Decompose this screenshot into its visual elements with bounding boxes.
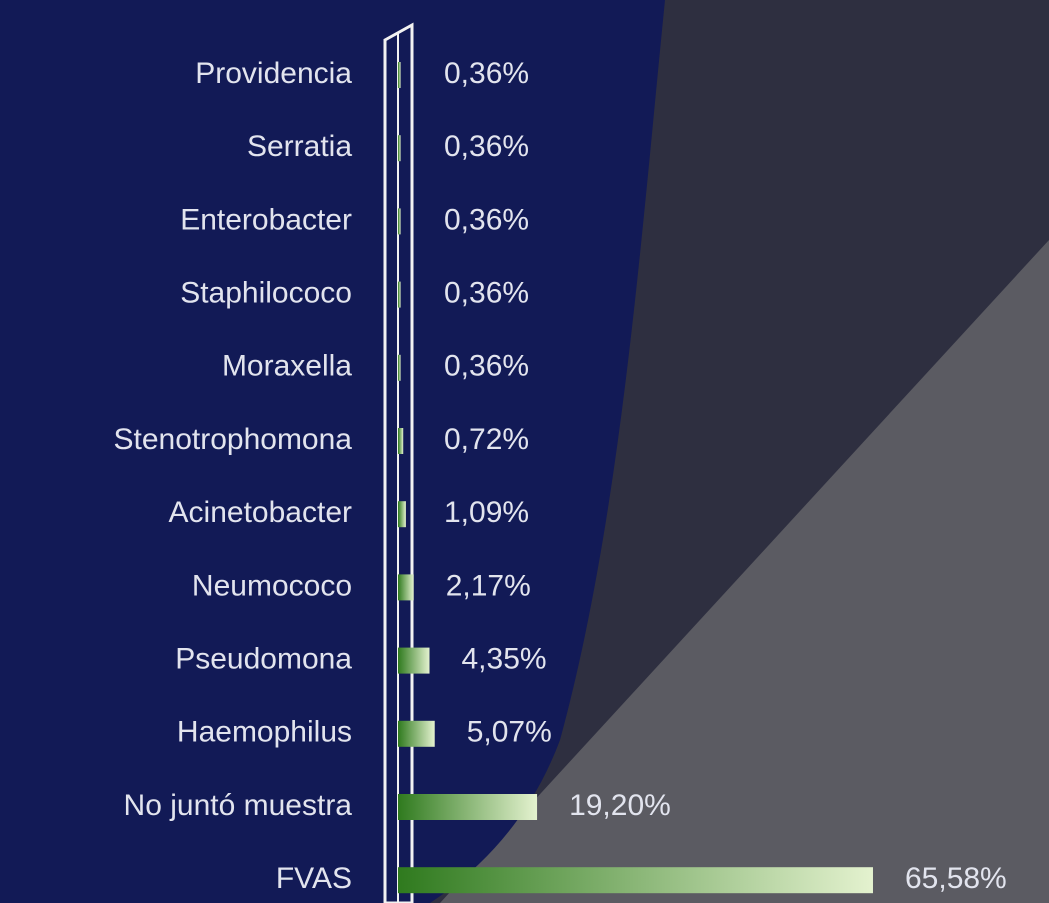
- bar: [398, 647, 430, 674]
- value-label: 65,58%: [905, 862, 1007, 895]
- value-label: 0,72%: [444, 423, 529, 456]
- bar: [398, 867, 873, 894]
- category-label: Enterobacter: [180, 203, 352, 236]
- category-label: Acinetobacter: [169, 496, 352, 529]
- axis-frame: [383, 22, 414, 903]
- bar: [398, 135, 401, 162]
- category-label: Pseudomona: [175, 643, 352, 676]
- category-label: No juntó muestra: [124, 789, 353, 822]
- value-label: 4,35%: [462, 643, 547, 676]
- value-label: 2,17%: [446, 569, 531, 602]
- category-label: Haemophilus: [177, 716, 352, 749]
- category-label: Serratia: [247, 130, 352, 163]
- background-panel: [0, 0, 665, 903]
- bar: [398, 501, 406, 528]
- value-label: 0,36%: [444, 277, 529, 310]
- bar: [398, 62, 401, 88]
- value-label: 0,36%: [444, 350, 529, 383]
- value-label: 1,09%: [444, 496, 529, 529]
- category-label: Stenotrophomona: [113, 423, 352, 456]
- bar: [398, 574, 414, 601]
- category-label: Moraxella: [222, 350, 352, 383]
- category-label: Staphilococo: [180, 277, 352, 310]
- bar: [398, 794, 538, 820]
- bar: [398, 720, 435, 747]
- category-label: Neumococo: [192, 569, 352, 602]
- value-label: 0,36%: [444, 130, 529, 163]
- background-triangle: [440, 240, 1049, 903]
- value-label: 0,36%: [444, 57, 529, 90]
- bar: [398, 354, 401, 381]
- value-label: 0,36%: [444, 203, 529, 236]
- category-label: FVAS: [276, 862, 352, 895]
- category-label: Providencia: [195, 57, 352, 90]
- bar: [398, 281, 401, 308]
- bar: [398, 208, 401, 235]
- value-label: 5,07%: [467, 716, 552, 749]
- value-label: 19,20%: [569, 789, 671, 822]
- bar: [398, 428, 404, 454]
